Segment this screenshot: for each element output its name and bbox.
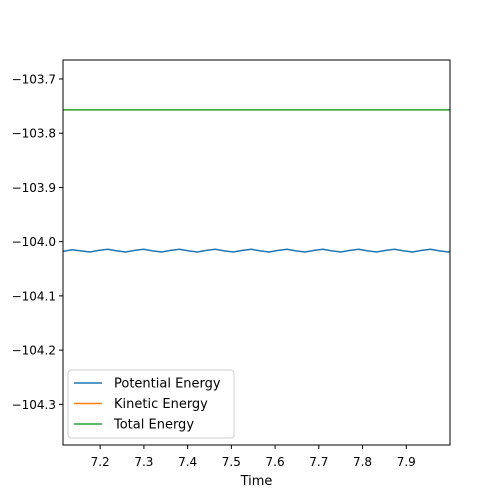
x-tick-label: 7.2 xyxy=(91,455,110,469)
y-tick-label: −104.0 xyxy=(12,235,56,249)
y-axis: −103.7 −103.8 −103.9 −104.0 −104.1 −104.2 −104… xyxy=(12,72,63,412)
y-tick-label: −103.9 xyxy=(12,181,56,195)
x-axis: 7.2 7.3 7.4 7.5 7.6 7.7 7.8 7.9 xyxy=(91,445,416,469)
x-axis-label: Time xyxy=(240,474,273,489)
x-tick-label: 7.4 xyxy=(178,455,197,469)
series-layer xyxy=(62,109,451,253)
legend-label: Total Energy xyxy=(113,418,194,433)
y-tick-label: −104.1 xyxy=(12,289,56,303)
y-tick-label: −103.7 xyxy=(12,72,56,86)
x-tick-label: 7.5 xyxy=(222,455,241,469)
y-tick-label: −103.8 xyxy=(12,127,56,141)
legend: Potential Energy Kinetic Energy Total Ener… xyxy=(67,369,235,439)
x-tick-label: 7.6 xyxy=(266,455,285,469)
legend-label: Kinetic Energy xyxy=(114,397,208,412)
plot-frame xyxy=(62,59,451,446)
y-tick-label: −104.3 xyxy=(12,398,56,412)
series-line-potential-energy xyxy=(62,248,451,253)
x-tick-label: 7.7 xyxy=(309,455,328,469)
legend-box xyxy=(67,369,235,439)
x-tick-label: 7.8 xyxy=(353,455,372,469)
x-tick-label: 7.9 xyxy=(397,455,416,469)
y-tick-label: −104.2 xyxy=(12,344,56,358)
legend-label: Potential Energy xyxy=(114,377,221,392)
x-tick-label: 7.3 xyxy=(134,455,153,469)
